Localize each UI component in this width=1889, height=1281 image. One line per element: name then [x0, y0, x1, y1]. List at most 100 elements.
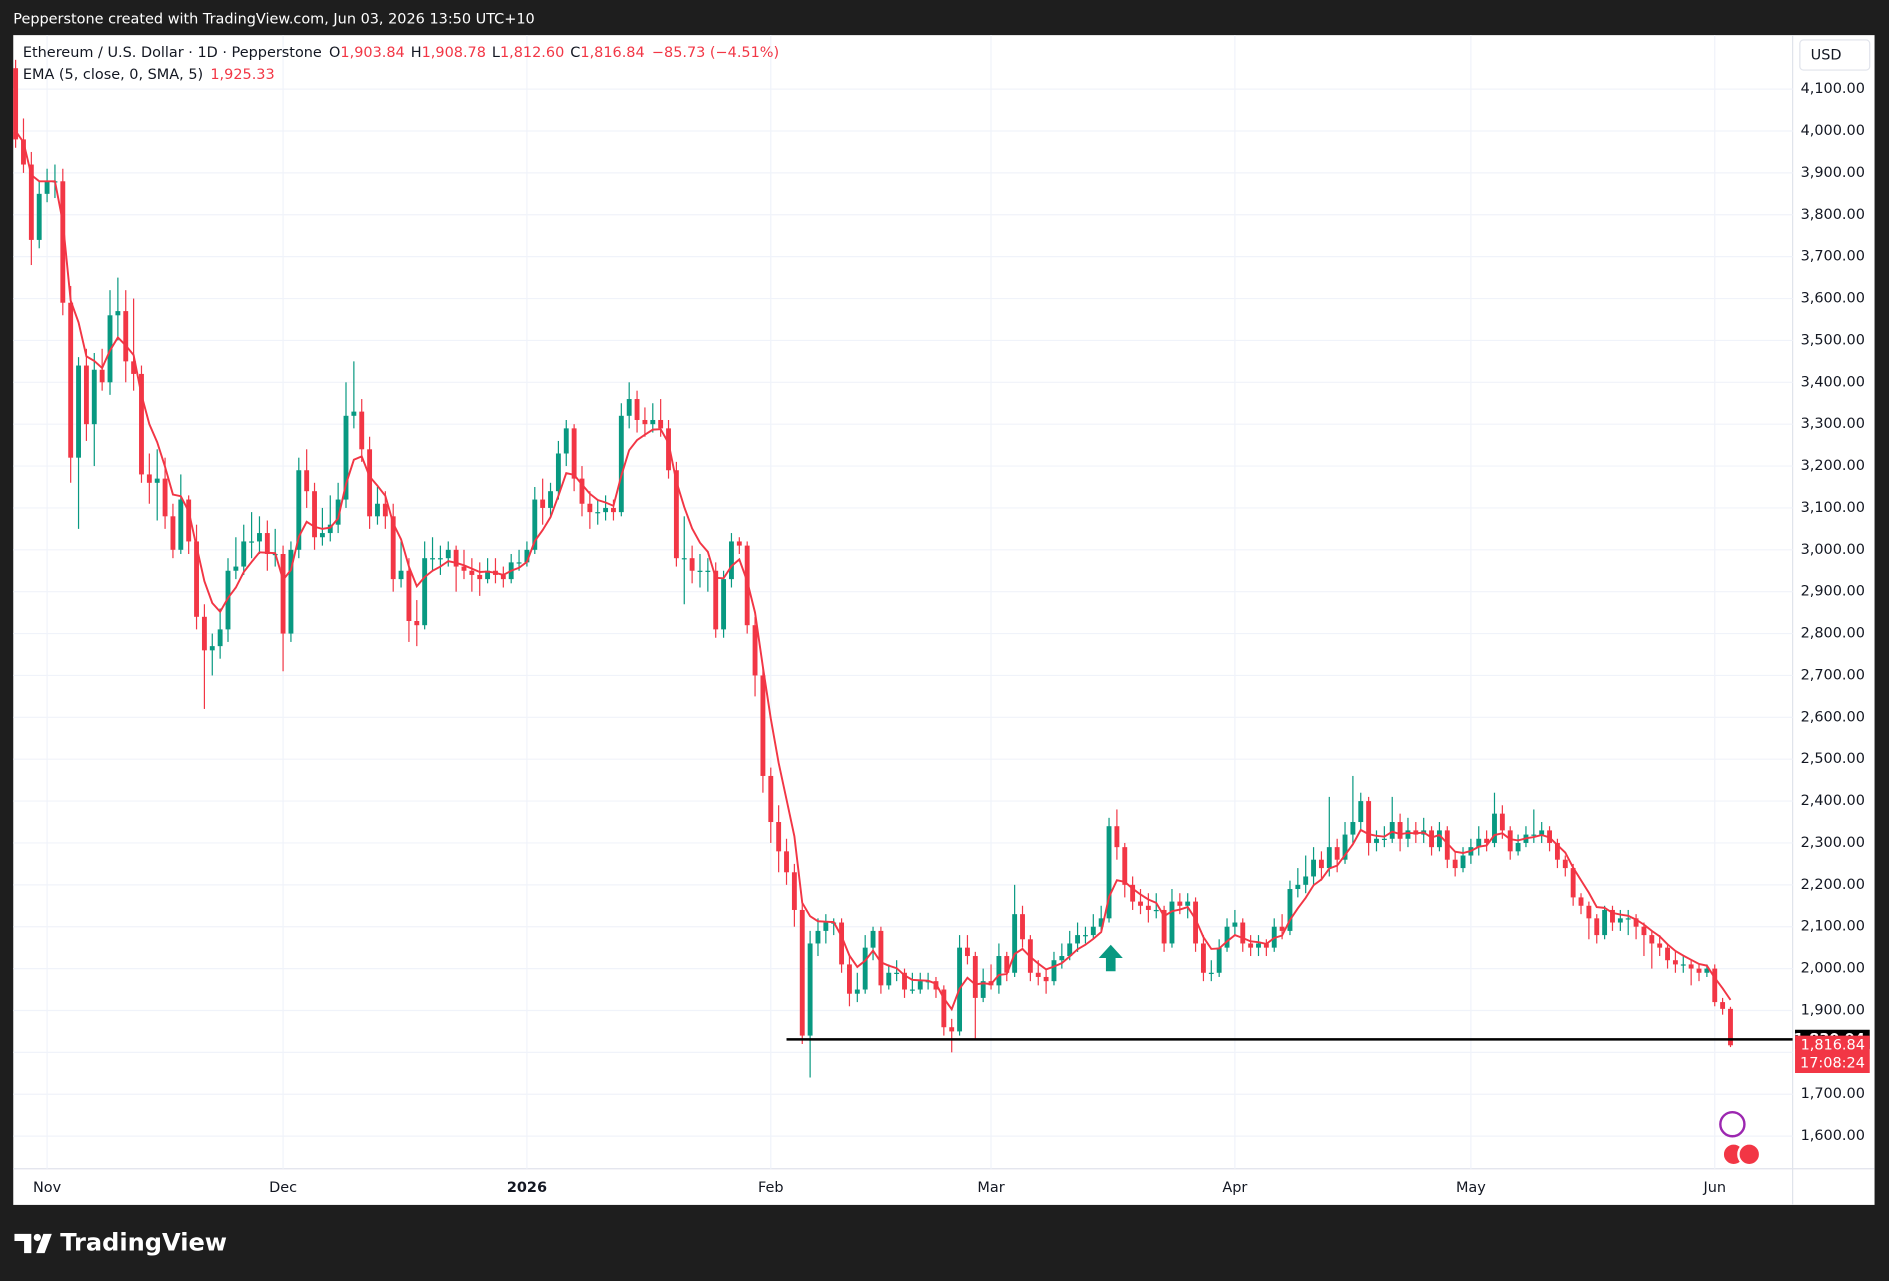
candle-body — [1444, 830, 1450, 860]
candle-body — [642, 419, 648, 425]
candle-body — [1216, 947, 1222, 973]
candle-body — [1098, 918, 1104, 927]
candle-body — [634, 399, 640, 420]
candle-body — [304, 470, 310, 492]
candle-body — [1460, 855, 1466, 869]
candle-body — [1035, 972, 1041, 977]
indicator-line: EMA (5, close, 0, SMA, 5) 1,925.33 — [23, 67, 275, 83]
ema-line — [14, 130, 1732, 1012]
candle-body — [139, 373, 144, 475]
candle-body — [847, 964, 852, 994]
candle-body — [241, 541, 247, 567]
event-icon[interactable] — [1719, 1110, 1746, 1138]
currency[interactable]: USD — [1811, 48, 1842, 64]
candle-body — [1649, 935, 1655, 944]
legend-line: Ethereum / U.S. Dollar · 1D · Pepperston… — [23, 45, 779, 61]
candle-body — [1082, 935, 1088, 937]
candle-body — [1075, 935, 1081, 944]
currency-button[interactable] — [1799, 39, 1871, 71]
candle-body — [1287, 889, 1293, 931]
logo-dot — [33, 1233, 41, 1242]
candle-body — [1200, 943, 1206, 973]
candle-body — [697, 570, 703, 572]
candle-body — [736, 541, 742, 546]
candle-body — [406, 570, 412, 622]
candle-body — [68, 302, 74, 458]
candle-body — [375, 503, 380, 517]
y-tick-label: 3,500.00 — [1801, 332, 1865, 348]
candle-body — [485, 570, 491, 580]
candle-body — [1004, 956, 1010, 973]
candle-body — [123, 311, 129, 362]
candle-body — [666, 428, 671, 471]
candle-body — [870, 930, 876, 948]
candle-body — [343, 415, 349, 500]
candle-body — [1507, 830, 1513, 852]
field-key: H — [411, 45, 422, 61]
candle-body — [335, 499, 341, 525]
candle-body — [752, 625, 758, 676]
candle-body — [1020, 914, 1025, 940]
flag-icon[interactable] — [1737, 1142, 1762, 1167]
candle-body — [382, 503, 388, 517]
candle-body — [1657, 943, 1663, 948]
candle-body — [1145, 905, 1151, 910]
candle-body — [1263, 943, 1269, 948]
candle-body — [807, 943, 813, 1036]
candle-body — [1059, 956, 1065, 961]
plot — [13, 59, 1793, 1078]
logo-mark — [14, 1233, 52, 1254]
candle-body — [744, 545, 750, 626]
candle-body — [886, 972, 892, 986]
candle-body — [1248, 943, 1254, 948]
candle-body — [178, 499, 184, 550]
candle-body — [1484, 838, 1490, 843]
candle-body — [437, 558, 443, 560]
candle-body — [225, 570, 231, 630]
candle-body — [1256, 943, 1261, 948]
field-value: 1,903.84 — [340, 45, 404, 61]
y-tick-label: 4,100.00 — [1801, 81, 1865, 97]
field-value: 1,816.84 — [580, 45, 644, 61]
candle-body — [673, 470, 679, 559]
candle-body — [941, 989, 947, 1028]
candle-body — [1240, 922, 1246, 944]
candle-body — [28, 164, 34, 240]
last-price-box — [1795, 1035, 1870, 1074]
candle-body — [917, 981, 923, 990]
candle-body — [194, 541, 199, 617]
candle-body — [186, 499, 192, 542]
buy-arrow — [1098, 944, 1123, 972]
candle-body — [367, 449, 373, 517]
candle-body — [1067, 943, 1073, 957]
candle-body — [524, 549, 530, 563]
candle-body — [327, 524, 333, 534]
candle-body — [1405, 830, 1411, 839]
candle-body — [422, 558, 428, 626]
candle-body — [626, 399, 632, 416]
candle-body — [532, 499, 538, 550]
candle-body — [1090, 926, 1096, 936]
y-tick-label: 1,700.00 — [1801, 1086, 1865, 1102]
candle-body — [280, 553, 286, 634]
candle-body — [540, 499, 546, 508]
candle-body — [1208, 972, 1214, 974]
candle-body — [1515, 842, 1521, 852]
y-tick-label: 3,200.00 — [1801, 458, 1865, 474]
y-tick-label: 3,400.00 — [1801, 374, 1865, 390]
candle-body — [477, 574, 483, 580]
candle-body — [1641, 926, 1647, 936]
field-key: O — [329, 45, 340, 61]
candle-body — [799, 909, 805, 1036]
candle-body — [1153, 909, 1159, 912]
candle-body — [1476, 838, 1482, 848]
candle-body — [1610, 909, 1615, 923]
y-tick-label: 2,500.00 — [1801, 751, 1865, 767]
candle-body — [146, 474, 152, 483]
candle-body — [729, 541, 734, 580]
candle-body — [1625, 918, 1631, 920]
candle-body — [1720, 1002, 1726, 1009]
x-tick-label: Mar — [977, 1180, 1004, 1196]
y-tick-label: 3,700.00 — [1801, 249, 1865, 265]
